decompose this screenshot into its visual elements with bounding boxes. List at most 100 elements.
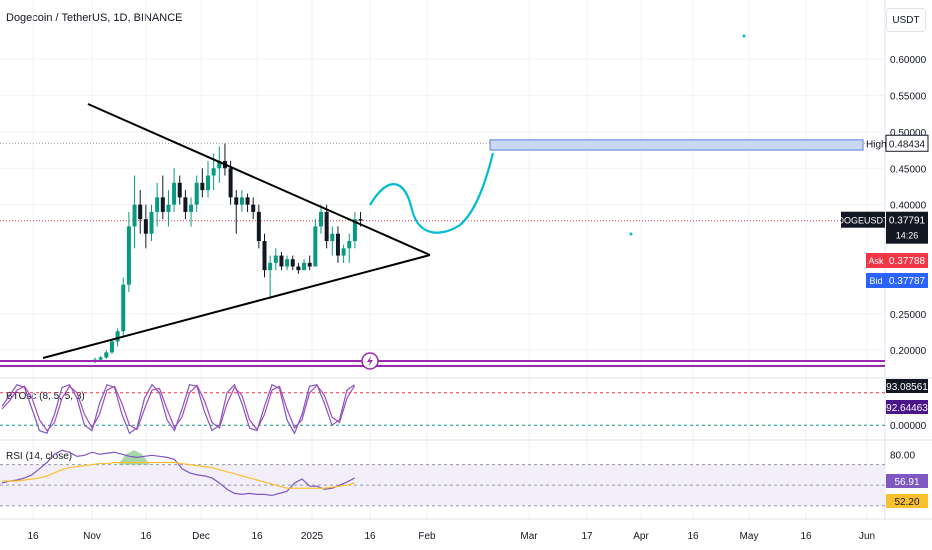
osc-value-box	[886, 379, 928, 393]
high-value-box	[885, 134, 929, 152]
y-tick-label: 0.55000	[890, 91, 927, 102]
candle-body	[104, 352, 109, 358]
osc-value-2: 92.64463	[886, 403, 928, 414]
marker-dot	[629, 232, 633, 236]
osc-value-box	[886, 400, 928, 414]
candle-body	[166, 204, 171, 212]
rsi-value-1: 56.91	[894, 477, 919, 488]
x-tick-label: May	[740, 531, 759, 542]
bid-label: Bid	[869, 276, 882, 286]
candle-body	[160, 197, 165, 212]
triangle-upper-line	[87, 103, 431, 256]
candle-body	[121, 284, 126, 332]
candle-body	[177, 182, 182, 198]
y-tick-label: 0.25000	[890, 310, 927, 321]
symbol-tag	[841, 211, 885, 228]
candle-body	[285, 259, 290, 267]
y-tick-label: 0.40000	[890, 201, 927, 212]
x-tick-label: 17	[581, 531, 593, 542]
x-tick-label: 2025	[301, 531, 324, 542]
candle-body	[98, 357, 103, 360]
projection-path	[369, 152, 495, 234]
last-price-tag	[886, 211, 928, 244]
candle-body	[307, 262, 312, 267]
chart-title: Dogecoin / TetherUS, 1D, BINANCE	[6, 12, 183, 24]
candle-body	[155, 197, 160, 212]
candle-body	[262, 241, 267, 271]
candle-body	[296, 266, 301, 271]
candle-body	[256, 211, 261, 242]
candle-body	[279, 255, 284, 267]
candle-body	[245, 197, 250, 205]
y-tick-label: 0.45000	[890, 164, 927, 175]
x-tick-label: Jun	[859, 531, 875, 542]
ask-value-box	[886, 253, 928, 268]
symbol-label: DOGEUSDT	[837, 216, 889, 226]
quote-currency-button[interactable]: USDT	[886, 8, 926, 32]
candle-body	[239, 197, 244, 205]
candle-body	[217, 160, 222, 169]
candle-body	[234, 197, 239, 205]
candle-body	[194, 182, 199, 205]
y-tick-label: 0.60000	[890, 55, 927, 66]
candle-body	[200, 182, 205, 191]
triangle-lower-line	[42, 254, 431, 359]
candle-body	[138, 204, 143, 220]
ask-value: 0.37788	[889, 256, 926, 267]
oscillator-title: BTOsc (8, 5, 5, 3)	[6, 391, 85, 402]
ask-label: Ask	[868, 256, 884, 266]
candle-body	[149, 211, 154, 234]
high-label: High	[866, 139, 887, 150]
x-tick-label: Nov	[83, 531, 101, 542]
candle-body	[228, 168, 233, 198]
candle-body	[302, 262, 307, 271]
countdown-value: 14:26	[896, 231, 919, 241]
candle-body	[330, 233, 335, 242]
x-tick-label: Mar	[520, 531, 538, 542]
last-price-value: 0.37791	[889, 216, 926, 227]
candle-body	[172, 182, 177, 205]
candle-body	[143, 219, 148, 234]
candle-body	[206, 175, 210, 191]
y-tick-label: 0.50000	[890, 128, 927, 139]
osc-series-line	[1, 384, 356, 432]
resistance-zone	[489, 139, 864, 151]
rsi-title: RSI (14, close)	[6, 451, 73, 462]
candle-body	[319, 211, 323, 227]
candle-body	[268, 262, 273, 271]
candle-body	[358, 219, 363, 221]
x-tick-label: Apr	[633, 531, 649, 542]
high-value: 0.48434	[889, 139, 926, 150]
rsi-band	[0, 464, 885, 506]
osc-series-line	[1, 383, 355, 435]
candle-body	[341, 248, 346, 256]
bid-tag	[866, 273, 886, 288]
ask-tag	[866, 253, 886, 268]
x-tick-label: 16	[140, 531, 152, 542]
lightning-glyph	[367, 356, 373, 366]
candle-body	[109, 341, 114, 353]
candle-body	[273, 255, 278, 263]
candle-body	[347, 241, 352, 249]
x-tick-label: 16	[251, 531, 263, 542]
x-tick-label: Dec	[192, 531, 210, 542]
osc-tick-label: 0.00000	[890, 421, 927, 432]
rsi-series-line	[1, 449, 355, 497]
x-tick-label: Feb	[418, 531, 436, 542]
rsi-value-box	[886, 474, 928, 488]
marker-dot	[742, 34, 746, 38]
candle-body	[290, 259, 295, 267]
candle-body	[251, 204, 256, 212]
candle-body	[183, 197, 188, 212]
rsi-value-2: 52.20	[894, 497, 919, 508]
rsi-series-line	[2, 461, 355, 489]
candle-body	[352, 219, 357, 242]
bid-value-box	[886, 273, 928, 288]
candle-body	[115, 331, 120, 342]
candle-body	[313, 226, 318, 267]
osc-value-1: 93.08561	[886, 382, 928, 393]
x-tick-label: 16	[364, 531, 376, 542]
x-tick-label: 16	[687, 531, 699, 542]
candle-body	[126, 226, 131, 285]
